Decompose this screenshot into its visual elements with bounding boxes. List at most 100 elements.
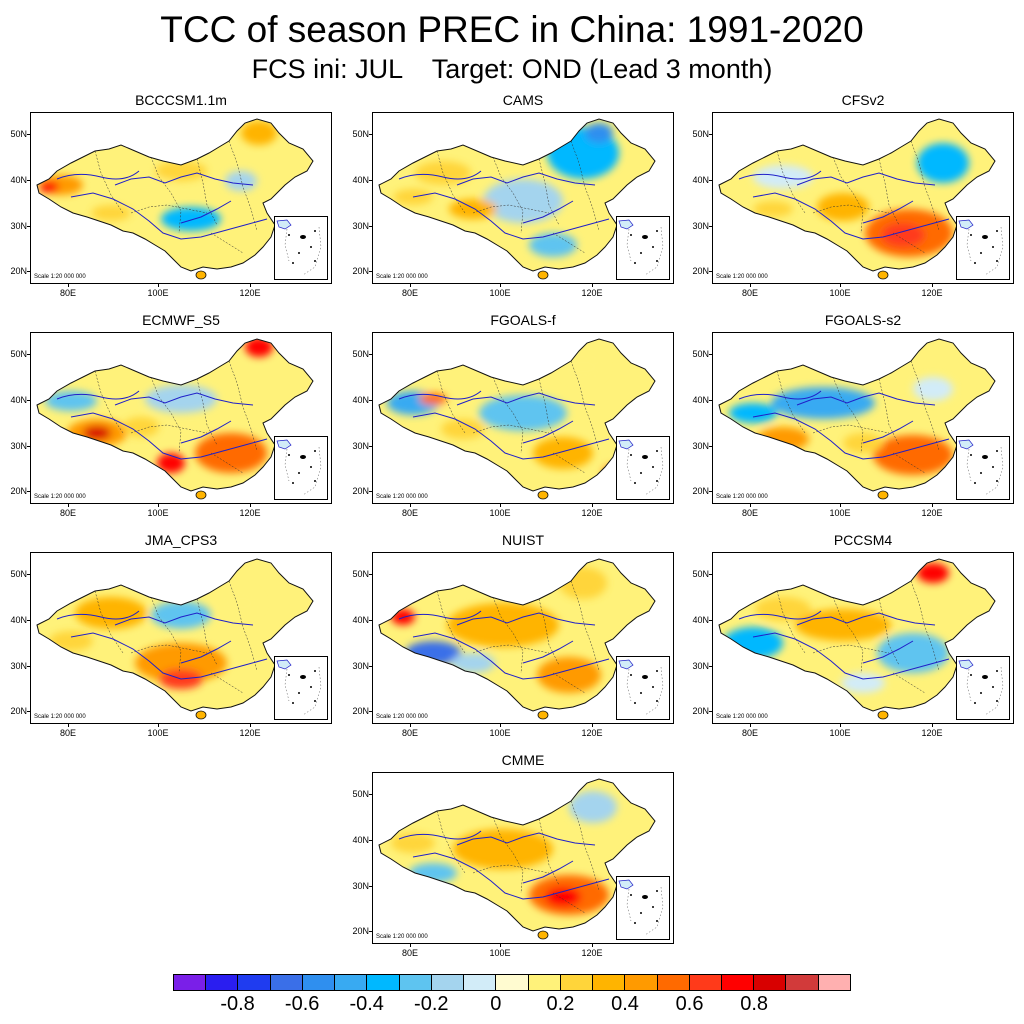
tcc-contour-region — [449, 199, 497, 219]
longitude-tick-label: 80E — [741, 288, 758, 298]
south-china-sea-inset — [616, 656, 670, 720]
tcc-contour-region — [533, 437, 593, 469]
longitude-tick-label: 80E — [401, 948, 418, 958]
latitude-tick — [369, 354, 372, 355]
river-line — [398, 830, 482, 840]
river-line — [398, 170, 482, 180]
river-line — [796, 392, 936, 406]
latitude-tick-label: 30N — [692, 221, 709, 231]
province-boundary — [436, 150, 466, 214]
longitude-tick-label: 100E — [489, 948, 511, 958]
colorbar-box — [174, 975, 207, 990]
river-line — [114, 612, 254, 626]
river-line — [456, 612, 596, 626]
latitude-tick-label: 30N — [692, 441, 709, 451]
province-boundary — [492, 816, 524, 894]
inset-island — [288, 674, 290, 676]
inset-island — [652, 246, 654, 248]
longitude-tick-label: 80E — [401, 288, 418, 298]
colorbar-box — [431, 975, 465, 990]
longitude-tick-label: 120E — [581, 728, 603, 738]
longitude-tick-label: 100E — [829, 288, 851, 298]
inset-island — [656, 890, 658, 892]
longitude-tick — [250, 724, 251, 727]
inset-island — [310, 686, 312, 688]
inset-island — [656, 920, 658, 922]
river-line — [522, 640, 574, 664]
latitude-tick-label: 20N — [352, 486, 369, 496]
inset-island — [642, 895, 648, 899]
province-boundary — [570, 800, 600, 892]
inset-island — [974, 262, 976, 264]
province-boundary — [812, 644, 890, 654]
colorbar-box — [560, 975, 594, 990]
tcc-contour-region — [877, 633, 949, 673]
panel-title: FGOALS-f — [490, 312, 556, 328]
river-line — [738, 610, 822, 620]
tcc-contour-region — [161, 207, 221, 231]
longitude-tick — [750, 724, 751, 727]
inset-island — [992, 246, 994, 248]
map-panel: CFSv2 Scale 1:20 000 000 20N 30N 40N 50N 80E 10… — [682, 92, 1014, 302]
longitude-tick-label: 100E — [489, 508, 511, 518]
colorbar-box — [657, 975, 690, 990]
latitude-tick-label: 40N — [352, 175, 369, 185]
river-line — [56, 390, 140, 400]
latitude-tick — [27, 711, 30, 712]
hainan-island — [195, 270, 207, 280]
colorbar-box — [786, 975, 819, 990]
latitude-tick — [369, 400, 372, 401]
province-boundary — [210, 672, 244, 694]
longitude-tick — [500, 724, 501, 727]
inset-island — [310, 246, 312, 248]
province-boundary — [910, 360, 940, 452]
inset-island — [996, 260, 998, 262]
tcc-contour-region — [45, 391, 97, 411]
province-boundary — [538, 378, 560, 446]
panel-title: JMA_CPS3 — [144, 532, 218, 548]
latitude-tick-label: 20N — [352, 706, 369, 716]
latitude-tick — [27, 134, 30, 135]
china-border — [36, 558, 314, 712]
inset-island — [630, 234, 632, 236]
hainan-island — [195, 710, 207, 720]
tcc-contour-region — [753, 201, 793, 217]
latitude-tick-label: 40N — [10, 395, 27, 405]
tcc-contour-region — [723, 627, 783, 659]
province-boundary — [570, 580, 600, 672]
inset-island — [980, 472, 982, 474]
inset-island — [992, 686, 994, 688]
latitude-tick-label: 40N — [352, 835, 369, 845]
longitude-tick — [500, 944, 501, 947]
river-line — [114, 172, 254, 186]
panel-title: ECMWF_S5 — [142, 312, 220, 328]
colorbar-box — [593, 975, 626, 990]
longitude-tick — [840, 504, 841, 507]
hainan-island — [537, 490, 549, 500]
tcc-contour-region — [151, 601, 211, 629]
latitude-tick-label: 30N — [10, 221, 27, 231]
china-border — [378, 558, 656, 712]
province-boundary — [472, 204, 550, 214]
province-boundary — [832, 596, 864, 674]
latitude-tick — [709, 620, 712, 621]
province-boundary — [210, 452, 244, 474]
province-boundary — [538, 158, 560, 226]
inset-island — [292, 262, 294, 264]
inset-island — [652, 906, 654, 908]
river-line — [862, 640, 914, 664]
river-line — [412, 192, 610, 240]
inset-island — [300, 675, 306, 679]
tcc-contour-region — [561, 353, 605, 381]
longitude-tick-label: 80E — [401, 508, 418, 518]
tcc-contour-region — [585, 123, 613, 143]
colorbar-tick-label: -0.4 — [349, 993, 384, 1015]
province-boundary — [436, 590, 466, 654]
longitude-tick-label: 120E — [239, 288, 261, 298]
south-china-sea-inset — [956, 216, 1010, 280]
latitude-tick — [709, 491, 712, 492]
figure-subtitle: FCS ini: JUL Target: OND (Lead 3 month) — [251, 54, 773, 84]
latitude-tick — [27, 491, 30, 492]
inset-island — [314, 260, 316, 262]
longitude-tick — [750, 284, 751, 287]
